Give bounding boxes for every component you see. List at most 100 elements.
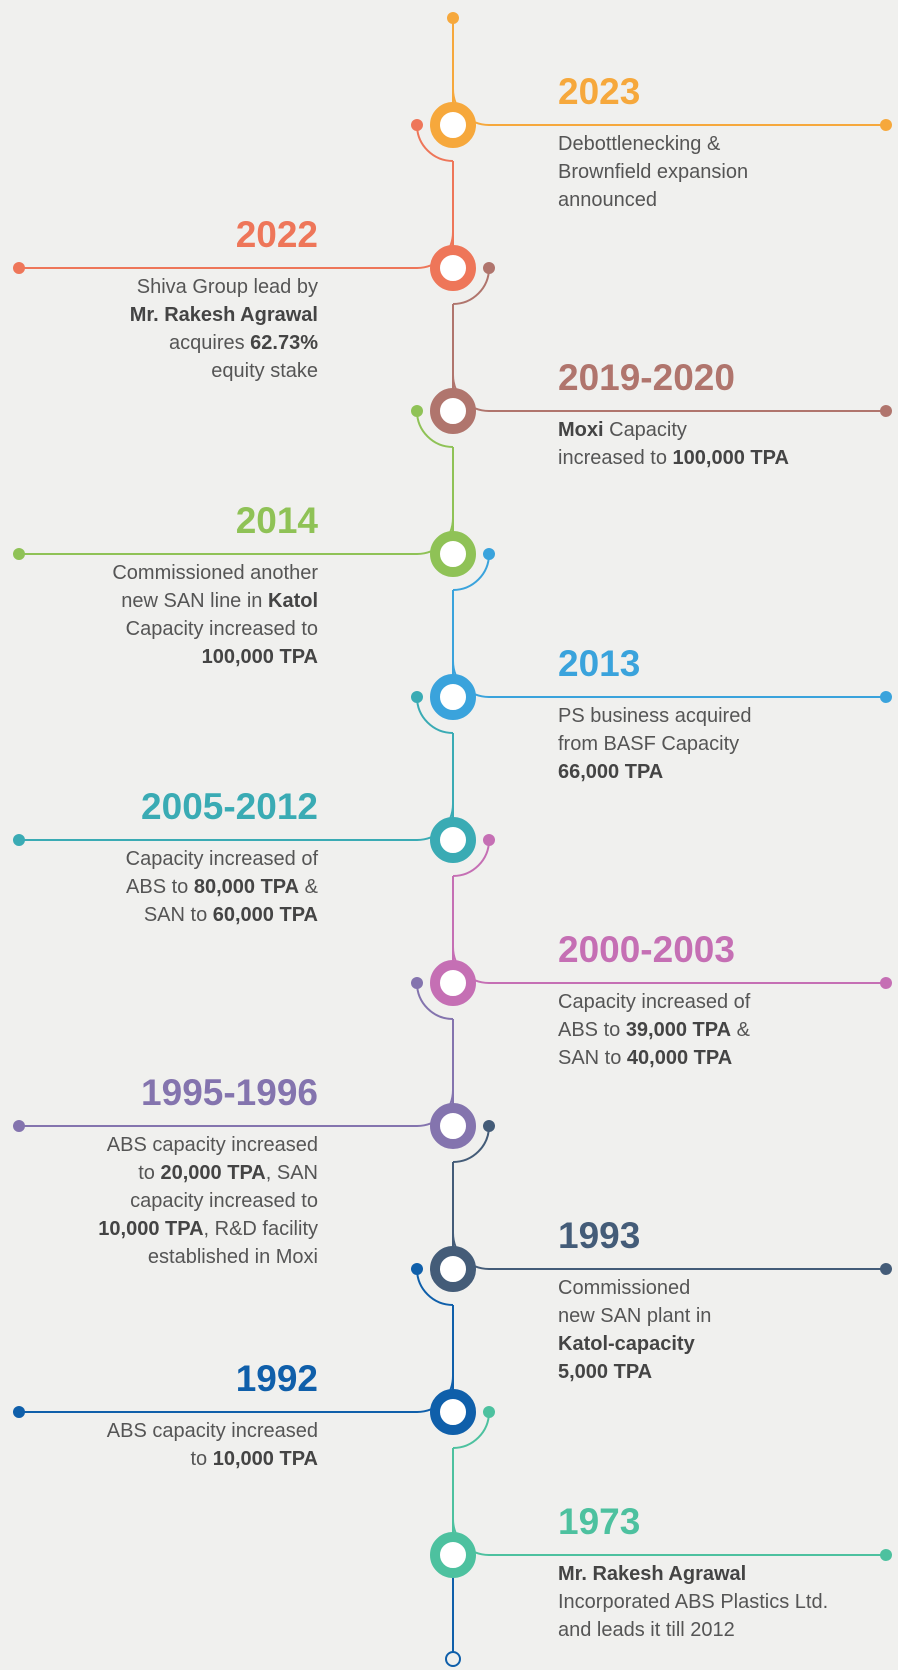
- bold-text: Katol: [268, 590, 318, 612]
- description-line: Moxi Capacity: [558, 416, 789, 444]
- description-line: capacity increased to: [98, 1187, 318, 1215]
- text: increased to: [558, 447, 673, 469]
- node-ring: [430, 1389, 476, 1435]
- connector-arc: [416, 1268, 454, 1306]
- connector-arc: [452, 839, 490, 877]
- event-year: 1995-1996: [141, 1072, 318, 1113]
- text: Commissioned: [558, 1277, 691, 1299]
- bold-text: 60,000 TPA: [212, 904, 318, 926]
- node-ring: [430, 1246, 476, 1292]
- connector-arc: [416, 124, 454, 162]
- bold-text: 62.73%: [250, 332, 318, 354]
- bold-text: 20,000 TPA: [160, 1162, 266, 1184]
- description-line: ABS capacity increased: [107, 1417, 318, 1445]
- connector-arc: [452, 1125, 490, 1163]
- event-year: 2000-2003: [558, 929, 735, 970]
- text: established in Moxi: [147, 1246, 318, 1268]
- text: SAN to: [558, 1047, 627, 1069]
- text: to: [138, 1162, 161, 1184]
- text: Commissioned another: [112, 562, 318, 584]
- description-line: new SAN plant in: [558, 1302, 711, 1330]
- node-ring: [430, 960, 476, 1006]
- text: acquires: [169, 332, 251, 354]
- event-description: Commissioned new SAN plant in Katol-capaci…: [558, 1274, 711, 1386]
- bold-text: 40,000 TPA: [626, 1047, 733, 1069]
- event-description: Capacity increased of ABS to 80,000 TPA &…: [126, 845, 318, 929]
- description-line: increased to 100,000 TPA: [558, 444, 789, 472]
- bold-text: Katol-capacity: [558, 1333, 695, 1355]
- text: to: [190, 1448, 213, 1470]
- event-year: 1992: [235, 1358, 318, 1399]
- branch-dot: [13, 834, 25, 846]
- description-line: Katol-capacity: [558, 1330, 711, 1358]
- connector-dot: [483, 1120, 495, 1132]
- event-year: 2014: [235, 500, 318, 541]
- description-line: to 10,000 TPA: [107, 1445, 319, 1473]
- description-line: Shiva Group lead by: [130, 273, 318, 301]
- text: new SAN plant in: [558, 1305, 712, 1327]
- text: new SAN line in: [121, 590, 268, 612]
- connector-arc: [416, 410, 454, 448]
- description-line: Commissioned another: [112, 559, 318, 587]
- description-line: Capacity increased of: [558, 988, 750, 1016]
- description-line: Incorporated ABS Plastics Ltd.: [558, 1588, 828, 1616]
- text: ABS capacity increased: [106, 1134, 318, 1156]
- bold-text: 10,000 TPA: [212, 1448, 318, 1470]
- node-ring: [430, 1103, 476, 1149]
- text: SAN to: [143, 904, 213, 926]
- description-line: acquires 62.73%: [130, 329, 318, 357]
- bold-text: 66,000 TPA: [558, 761, 664, 783]
- connector-arc: [416, 982, 454, 1020]
- branch-dot: [13, 1120, 25, 1132]
- description-line: Mr. Rakesh Agrawal: [558, 1560, 828, 1588]
- bold-text: Mr. Rakesh Agrawal: [129, 304, 318, 326]
- description-line: PS business acquired: [558, 702, 751, 730]
- event-year: 2019-2020: [558, 357, 735, 398]
- description-line: equity stake: [130, 357, 318, 385]
- branch-dot: [880, 977, 892, 989]
- connector-dot: [411, 119, 423, 131]
- event-description: PS business acquired from BASF Capacity 66…: [558, 702, 751, 786]
- text: &: [731, 1019, 750, 1041]
- connector-dot: [411, 1263, 423, 1275]
- description-line: established in Moxi: [98, 1243, 318, 1271]
- event-year: 2023: [558, 71, 641, 112]
- connector-dot: [411, 977, 423, 989]
- description-line: ABS to 39,000 TPA &: [558, 1016, 750, 1044]
- bold-text: 80,000 TPA: [193, 876, 300, 898]
- description-line: Debottlenecking &: [558, 130, 748, 158]
- bold-text: Moxi: [558, 419, 604, 441]
- text: Capacity increased of: [558, 991, 751, 1013]
- bold-text: 10,000 TPA: [98, 1218, 204, 1240]
- connector-dot: [483, 1406, 495, 1418]
- bold-text: 100,000 TPA: [672, 447, 789, 469]
- description-line: 66,000 TPA: [558, 758, 751, 786]
- event-year: 2022: [235, 214, 318, 255]
- text: , SAN: [265, 1162, 318, 1184]
- text: ABS to: [558, 1019, 626, 1041]
- event-description: ABS capacity increased to 10,000 TPA: [107, 1417, 318, 1473]
- description-line: and leads it till 2012: [558, 1616, 828, 1644]
- event-year: 2005-2012: [141, 786, 318, 827]
- text: Shiva Group lead by: [136, 276, 318, 298]
- text: Debottlenecking &: [558, 133, 721, 155]
- branch-dot: [880, 691, 892, 703]
- node-ring: [430, 531, 476, 577]
- description-line: announced: [558, 186, 748, 214]
- branch-dot: [13, 548, 25, 560]
- text: Brownfield expansion: [558, 161, 749, 183]
- branch-dot: [880, 1549, 892, 1561]
- branch-dot: [880, 405, 892, 417]
- branch-dot: [13, 262, 25, 274]
- connector-arc: [452, 267, 490, 305]
- description-line: SAN to 40,000 TPA: [558, 1044, 750, 1072]
- connector-dot: [483, 834, 495, 846]
- branch-dot: [13, 1406, 25, 1418]
- end-circle: [445, 1651, 461, 1667]
- event-description: ABS capacity increased to 20,000 TPA, SAN…: [98, 1131, 318, 1271]
- text: , R&D facility: [203, 1218, 318, 1240]
- node-ring: [430, 817, 476, 863]
- event-description: Shiva Group lead by Mr. Rakesh Agrawal acq…: [130, 273, 318, 385]
